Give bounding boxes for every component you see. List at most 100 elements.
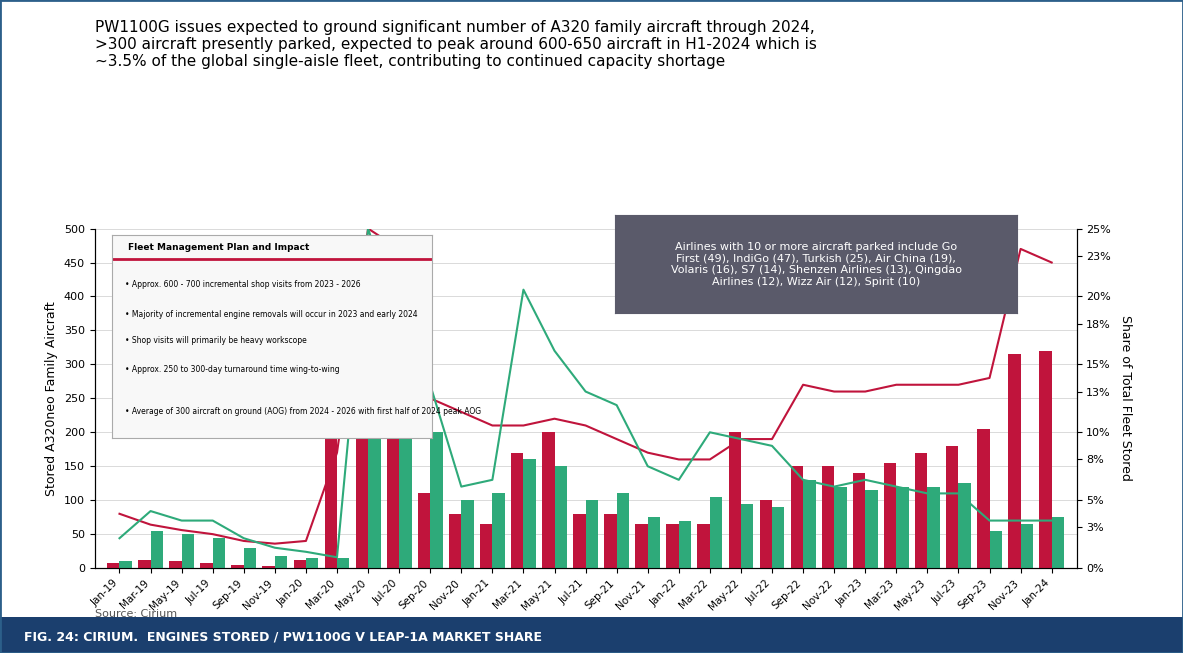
Bar bbox=[306, 558, 318, 568]
PW1100G-JM Share bbox=[330, 449, 344, 456]
Bar bbox=[108, 563, 119, 568]
Bar bbox=[169, 562, 182, 568]
Bar bbox=[989, 531, 1002, 568]
Text: • Approx. 250 to 300-day turnaround time wing-to-wing: • Approx. 250 to 300-day turnaround time… bbox=[125, 364, 340, 374]
Bar bbox=[263, 566, 274, 568]
PW1100G-JM Share bbox=[796, 381, 810, 389]
Bar bbox=[492, 494, 505, 568]
Bar bbox=[897, 486, 909, 568]
Bar bbox=[946, 446, 958, 568]
Bar bbox=[356, 324, 368, 568]
Text: FIG. 24: CIRIUM.  ENGINES STORED / PW1100G V LEAP-1A MARKET SHARE: FIG. 24: CIRIUM. ENGINES STORED / PW1100… bbox=[24, 630, 542, 643]
Bar bbox=[679, 520, 691, 568]
Bar bbox=[853, 473, 865, 568]
PW1100G-JM Share bbox=[1045, 259, 1059, 266]
Bar bbox=[741, 503, 754, 568]
LEAP-1A Share bbox=[641, 462, 655, 470]
Text: PW1100G issues expected to ground significant number of A320 family aircraft thr: PW1100G issues expected to ground signif… bbox=[95, 20, 816, 69]
Text: Airlines with 10 or more aircraft parked include Go
First (49), IndiGo (47), Tur: Airlines with 10 or more aircraft parked… bbox=[671, 242, 962, 287]
Bar bbox=[418, 494, 431, 568]
LEAP-1A Share bbox=[454, 483, 468, 490]
Bar bbox=[293, 560, 306, 568]
Bar bbox=[1008, 354, 1021, 568]
PW1100G-JM Share bbox=[951, 381, 965, 389]
PW1100G-JM Share bbox=[424, 394, 438, 402]
LEAP-1A Share bbox=[765, 442, 780, 450]
PW1100G-JM Share bbox=[112, 510, 127, 518]
Bar bbox=[399, 364, 412, 568]
Bar bbox=[274, 556, 287, 568]
LEAP-1A Share bbox=[796, 476, 810, 484]
PW1100G-JM Share bbox=[609, 435, 623, 443]
PW1100G-JM Share bbox=[578, 422, 593, 430]
PW1100G-JM Share bbox=[361, 225, 375, 232]
PW1100G-JM Share bbox=[733, 435, 748, 443]
Bar bbox=[759, 500, 772, 568]
LEAP-1A Share bbox=[299, 548, 313, 556]
Bar bbox=[605, 514, 616, 568]
Bar bbox=[586, 500, 599, 568]
Bar bbox=[573, 514, 586, 568]
Text: Source: Cirium: Source: Cirium bbox=[95, 609, 176, 619]
Bar bbox=[448, 514, 461, 568]
Bar bbox=[387, 395, 399, 568]
Bar bbox=[431, 432, 442, 568]
PW1100G-JM Share bbox=[454, 408, 468, 416]
LEAP-1A Share bbox=[330, 553, 344, 561]
PW1100G-JM Share bbox=[548, 415, 562, 422]
LEAP-1A Share bbox=[609, 401, 623, 409]
Bar bbox=[1021, 524, 1033, 568]
Bar bbox=[958, 483, 971, 568]
Y-axis label: Share of Total Fleet Stored: Share of Total Fleet Stored bbox=[1119, 315, 1132, 481]
PW1100G-JM Share bbox=[516, 422, 530, 430]
Bar bbox=[213, 537, 225, 568]
LEAP-1A Share bbox=[951, 490, 965, 498]
Bar bbox=[461, 500, 473, 568]
Bar bbox=[865, 490, 878, 568]
Bar bbox=[790, 466, 803, 568]
Bar bbox=[884, 463, 897, 568]
Bar bbox=[182, 534, 194, 568]
Bar bbox=[834, 486, 847, 568]
Bar bbox=[635, 524, 648, 568]
Bar bbox=[555, 466, 567, 568]
Bar bbox=[914, 453, 927, 568]
Text: • Average of 300 aircraft on ground (AOG) from 2024 - 2026 with first half of 20: • Average of 300 aircraft on ground (AOG… bbox=[125, 407, 481, 416]
PW1100G-JM Share bbox=[237, 537, 251, 545]
Bar bbox=[150, 531, 163, 568]
Bar bbox=[232, 565, 244, 568]
PW1100G-JM Share bbox=[267, 540, 282, 548]
Y-axis label: Stored A320neo Family Aircraft: Stored A320neo Family Aircraft bbox=[45, 301, 58, 496]
PW1100G-JM Share bbox=[1014, 245, 1028, 253]
Bar bbox=[324, 337, 337, 568]
LEAP-1A Share bbox=[175, 517, 189, 524]
Bar bbox=[927, 486, 939, 568]
PW1100G-JM Share bbox=[175, 526, 189, 534]
Bar bbox=[772, 507, 784, 568]
Bar bbox=[244, 548, 257, 568]
LEAP-1A Share bbox=[982, 517, 996, 524]
PW1100G-JM Share bbox=[827, 388, 841, 396]
Bar bbox=[119, 562, 132, 568]
Bar bbox=[511, 453, 523, 568]
PW1100G-JM Share bbox=[299, 537, 313, 545]
Bar bbox=[648, 517, 660, 568]
LEAP-1A Share bbox=[1045, 517, 1059, 524]
Bar bbox=[666, 524, 679, 568]
LEAP-1A Share bbox=[485, 476, 499, 484]
Bar bbox=[698, 524, 710, 568]
PW1100G-JM Share bbox=[641, 449, 655, 456]
PW1100G-JM Share bbox=[982, 374, 996, 382]
Bar bbox=[368, 313, 381, 568]
LEAP-1A Share bbox=[237, 534, 251, 542]
Bar bbox=[729, 432, 741, 568]
PW1100G-JM Share bbox=[206, 530, 220, 538]
Bar bbox=[138, 560, 150, 568]
Bar bbox=[480, 524, 492, 568]
LEAP-1A Share bbox=[920, 490, 935, 498]
PW1100G-JM Share bbox=[890, 381, 904, 389]
Line: PW1100G-JM Share: PW1100G-JM Share bbox=[119, 229, 1052, 544]
PW1100G-JM Share bbox=[920, 381, 935, 389]
Bar bbox=[542, 432, 555, 568]
PW1100G-JM Share bbox=[672, 456, 686, 464]
